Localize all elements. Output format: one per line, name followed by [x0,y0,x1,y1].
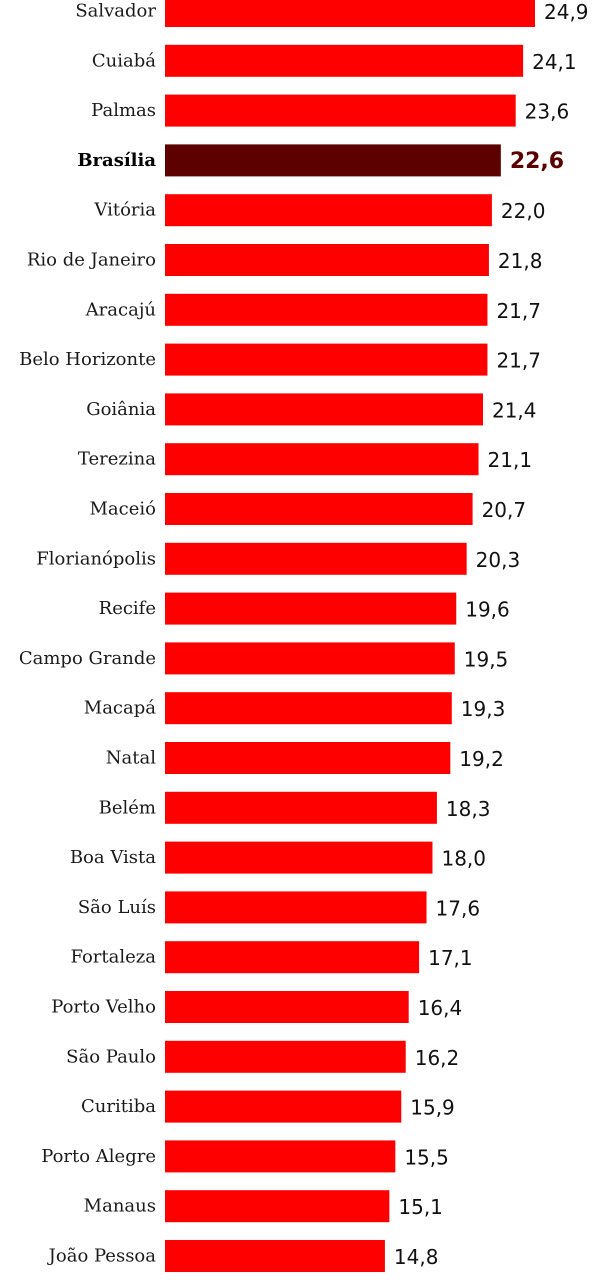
bar-sao-luis [165,891,427,924]
bar-florianopolis [165,542,467,575]
category-label-rio-de-janeiro: Rio de Janeiro [27,250,156,271]
value-label-joao-pessoa: 14,8 [394,1245,439,1269]
bar-porto-alegre [165,1140,396,1173]
value-label-manaus: 15,1 [398,1195,443,1219]
value-label-maceio: 20,7 [482,498,527,522]
value-label-belo-horizonte: 21,7 [496,349,541,373]
category-label-curitiba: Curitiba [81,1096,156,1117]
category-label-porto-velho: Porto Velho [51,997,156,1018]
value-label-vitoria: 22,0 [501,199,546,223]
value-label-florianopolis: 20,3 [476,548,521,572]
bar-belem [165,791,437,824]
value-label-curitiba: 15,9 [410,1096,455,1120]
value-label-fortaleza: 17,1 [428,946,473,970]
bar-boa-vista [165,841,433,874]
bar-recife [165,592,457,625]
category-label-palmas: Palmas [91,100,156,121]
value-label-recife: 19,6 [465,598,510,622]
bar-manaus [165,1190,390,1223]
category-label-goiania: Goiânia [86,399,156,420]
bar-maceio [165,493,473,525]
category-label-manaus: Manaus [84,1196,156,1217]
category-label-vitoria: Vitória [93,200,156,221]
value-label-sao-luis: 17,6 [436,896,481,920]
value-label-brasilia: 22,6 [510,149,564,174]
value-label-rio-de-janeiro: 21,8 [498,249,543,273]
value-label-terezina: 21,1 [488,448,533,472]
bar-curitiba [165,1090,402,1123]
bar-macapa [165,692,452,725]
category-label-recife: Recife [99,598,156,619]
bar-aracaju [165,293,488,326]
value-label-sao-paulo: 16,2 [415,1046,460,1070]
bar-terezina [165,443,479,476]
category-label-natal: Natal [106,748,156,769]
bar-vitoria [165,194,492,227]
bar-sao-paulo [165,1040,406,1073]
category-label-joao-pessoa: João Pessoa [47,1246,157,1267]
category-label-campo-grande: Campo Grande [19,648,156,669]
value-label-palmas: 23,6 [525,100,570,124]
category-label-porto-alegre: Porto Alegre [41,1146,156,1167]
category-label-sao-luis: São Luís [78,897,156,918]
value-label-cuiaba: 24,1 [532,50,577,74]
bar-joao-pessoa [165,1240,385,1272]
category-label-florianopolis: Florianópolis [36,548,156,569]
bar-campo-grande [165,642,455,675]
category-label-brasilia: Brasília [77,150,156,171]
bar-salvador [165,0,535,27]
bar-rio-de-janeiro [165,244,489,276]
category-label-belo-horizonte: Belo Horizonte [19,349,156,370]
category-label-sao-paulo: São Paulo [66,1046,156,1067]
bar-belo-horizonte [165,343,488,376]
category-label-terezina: Terezina [78,449,156,470]
value-label-campo-grande: 19,5 [464,647,509,671]
bar-porto-velho [165,991,409,1023]
category-label-aracaju: Aracajú [85,299,156,320]
bar-goiania [165,393,483,426]
value-label-macapa: 19,3 [461,697,506,721]
category-labels-group: Salvador Cuiabá Palmas Brasília Vitória Rio d… [19,1,157,1267]
category-label-maceio: Maceió [90,499,157,520]
category-label-cuiaba: Cuiabá [92,50,156,71]
bar-natal [165,742,451,774]
bar-palmas [165,94,516,127]
value-label-porto-velho: 16,4 [418,996,463,1020]
category-label-belem: Belém [99,797,156,818]
bar-fortaleza [165,941,420,974]
value-label-boa-vista: 18,0 [441,847,486,871]
category-label-fortaleza: Fortaleza [70,947,156,968]
bars-group [165,0,535,1272]
category-label-salvador: Salvador [75,1,156,22]
value-label-goiania: 21,4 [492,398,537,422]
value-labels-group: 24,9 24,1 23,6 22,6 22,0 21,8 21,7 21,7 21,4 21,1… [394,0,589,1269]
bar-cuiaba [165,44,524,77]
value-label-salvador: 24,9 [544,0,589,24]
value-label-aracaju: 21,7 [496,299,541,323]
bar-brasilia [165,144,501,177]
value-label-porto-alegre: 15,5 [404,1145,449,1169]
category-label-boa-vista: Boa Vista [70,847,156,868]
category-label-macapa: Macapá [84,698,156,719]
value-label-natal: 19,2 [459,747,504,771]
value-label-belem: 18,3 [446,797,491,821]
